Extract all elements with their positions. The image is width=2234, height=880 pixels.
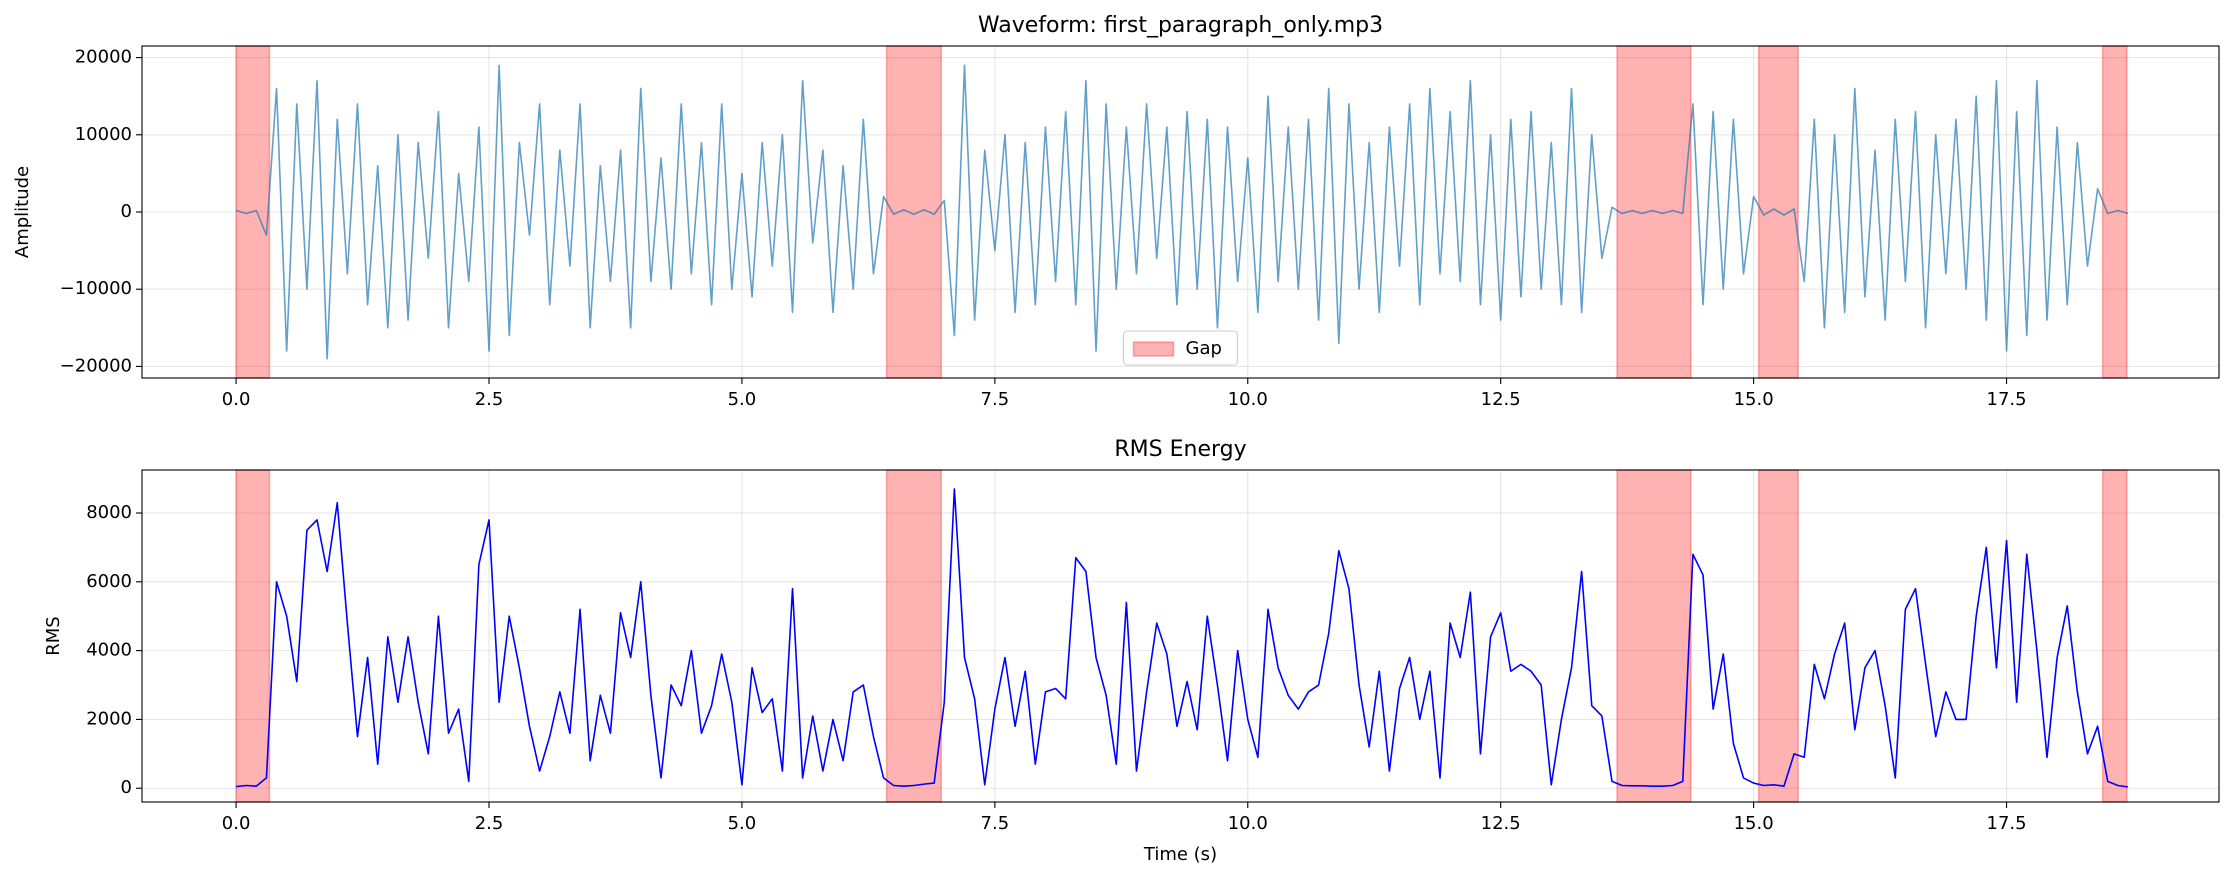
x-axis-label: Time (s) [1143, 844, 1217, 865]
y-tick-label: 4000 [86, 640, 132, 661]
gap-span [2101, 469, 2128, 803]
x-tick-label: 15.0 [1734, 389, 1774, 410]
x-tick-label: 17.5 [1987, 389, 2027, 410]
legend: Gap [1122, 330, 1239, 366]
y-tick-label: 8000 [86, 502, 132, 523]
gap-span [885, 469, 942, 803]
legend-box [1122, 330, 1239, 366]
legend-swatch [1132, 341, 1175, 357]
x-tick-label: 5.0 [728, 813, 757, 834]
gap-span [235, 469, 271, 803]
x-tick-label: 0.0 [222, 389, 251, 410]
x-tick-label: 17.5 [1987, 813, 2027, 834]
y-tick-label: −10000 [60, 278, 132, 299]
x-tick-label: 12.5 [1481, 389, 1521, 410]
y-tick-label: 20000 [75, 47, 132, 68]
x-tick-label: 7.5 [981, 389, 1010, 410]
x-tick-label: 15.0 [1734, 813, 1774, 834]
y-tick-label: 10000 [75, 124, 132, 145]
legend-label: Gap [1186, 338, 1222, 359]
data-line [235, 64, 2129, 360]
y-tick-label: 6000 [86, 571, 132, 592]
gap-span [885, 45, 942, 379]
axes-frame [141, 45, 2220, 379]
x-tick-label: 5.0 [728, 389, 757, 410]
gap-span [1616, 469, 1692, 803]
x-tick-label: 2.5 [475, 389, 504, 410]
x-tick-label: 7.5 [981, 813, 1010, 834]
y-axis-label: Amplitude [12, 166, 33, 258]
y-axis-label: RMS [43, 616, 64, 655]
y-tick-label: 0 [121, 777, 132, 798]
y-tick-label: 2000 [86, 708, 132, 729]
axes-frame [141, 469, 2220, 803]
x-tick-label: 10.0 [1228, 813, 1268, 834]
x-tick-label: 10.0 [1228, 389, 1268, 410]
chart-title: RMS Energy [1114, 437, 1246, 462]
x-tick-label: 0.0 [222, 813, 251, 834]
y-tick-label: −20000 [60, 355, 132, 376]
x-tick-label: 12.5 [1481, 813, 1521, 834]
data-line [236, 488, 2129, 788]
y-tick-label: 0 [121, 201, 132, 222]
x-tick-label: 2.5 [475, 813, 504, 834]
gap-span [1757, 469, 1799, 803]
chart-title: Waveform: first_paragraph_only.mp3 [978, 13, 1383, 38]
